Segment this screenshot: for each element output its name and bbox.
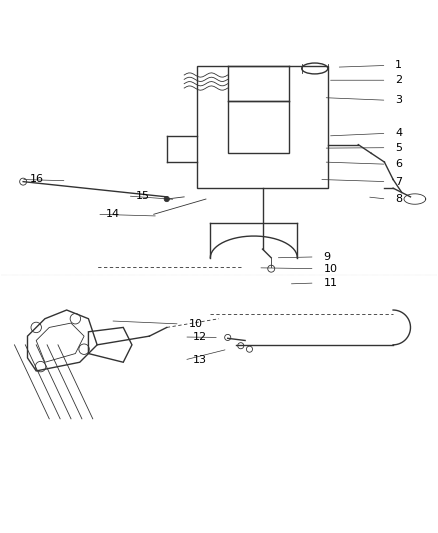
- Text: 11: 11: [323, 278, 337, 288]
- Text: 14: 14: [106, 209, 120, 219]
- Text: 10: 10: [188, 319, 202, 329]
- Text: 8: 8: [395, 194, 403, 204]
- Text: 16: 16: [30, 174, 44, 184]
- Text: 13: 13: [193, 355, 207, 365]
- Text: 7: 7: [395, 176, 403, 187]
- Text: 9: 9: [323, 252, 331, 262]
- Text: 2: 2: [395, 75, 403, 85]
- Circle shape: [164, 197, 170, 201]
- Text: 3: 3: [395, 95, 402, 105]
- Text: 10: 10: [323, 264, 337, 273]
- Text: 6: 6: [395, 159, 402, 169]
- Text: 4: 4: [395, 128, 403, 139]
- Text: 12: 12: [193, 332, 207, 342]
- Text: 1: 1: [395, 60, 402, 70]
- Text: 5: 5: [395, 143, 402, 152]
- Text: 15: 15: [136, 191, 150, 201]
